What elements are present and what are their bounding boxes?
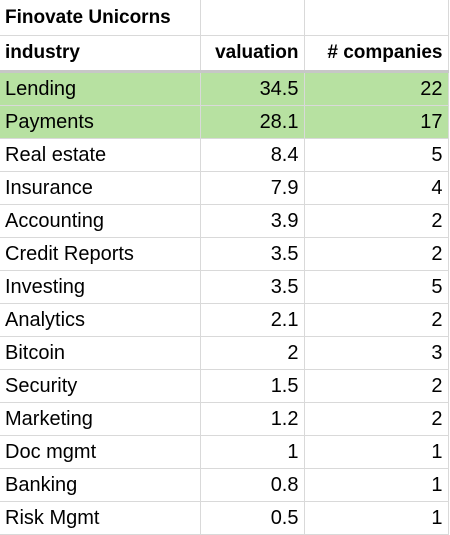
industry-cell[interactable]: Security: [0, 369, 201, 403]
companies-cell[interactable]: 1: [304, 435, 449, 469]
table-row: Risk Mgmt 0.5 1: [0, 501, 449, 535]
valuation-cell[interactable]: 3.5: [200, 237, 305, 271]
industry-cell[interactable]: Real estate: [0, 138, 201, 172]
industry-cell[interactable]: Payments: [0, 105, 201, 139]
title-row: Finovate Unicorns: [0, 0, 449, 36]
valuation-cell[interactable]: 0.8: [200, 468, 305, 502]
industry-cell[interactable]: Marketing: [0, 402, 201, 436]
companies-cell[interactable]: 2: [304, 237, 449, 271]
industry-cell[interactable]: Credit Reports: [0, 237, 201, 271]
valuation-cell[interactable]: 3.5: [200, 270, 305, 304]
companies-cell[interactable]: 2: [304, 369, 449, 403]
header-row: industry valuation # companies: [0, 35, 449, 73]
valuation-cell[interactable]: 3.9: [200, 204, 305, 238]
table-row: Analytics 2.1 2: [0, 303, 449, 337]
empty-cell[interactable]: [304, 0, 449, 36]
table-row: Investing 3.5 5: [0, 270, 449, 304]
header-valuation[interactable]: valuation: [200, 35, 305, 73]
companies-cell[interactable]: 2: [304, 204, 449, 238]
table-row: Credit Reports 3.5 2: [0, 237, 449, 271]
empty-cell[interactable]: [200, 0, 305, 36]
valuation-cell[interactable]: 2: [200, 336, 305, 370]
table-row: Real estate 8.4 5: [0, 138, 449, 172]
companies-cell[interactable]: 2: [304, 303, 449, 337]
industry-cell[interactable]: Insurance: [0, 171, 201, 205]
valuation-cell[interactable]: 34.5: [200, 71, 305, 106]
companies-cell[interactable]: 3: [304, 336, 449, 370]
valuation-cell[interactable]: 1.2: [200, 402, 305, 436]
table-row: Banking 0.8 1: [0, 468, 449, 502]
table-row: Payments 28.1 17: [0, 105, 449, 139]
valuation-cell[interactable]: 28.1: [200, 105, 305, 139]
industry-cell[interactable]: Investing: [0, 270, 201, 304]
table-row: Doc mgmt 1 1: [0, 435, 449, 469]
companies-cell[interactable]: 5: [304, 270, 449, 304]
table-row: Security 1.5 2: [0, 369, 449, 403]
header-industry[interactable]: industry: [0, 35, 201, 73]
valuation-cell[interactable]: 1: [200, 435, 305, 469]
companies-cell[interactable]: 17: [304, 105, 449, 139]
title-cell[interactable]: Finovate Unicorns: [0, 0, 201, 36]
companies-cell[interactable]: 1: [304, 501, 449, 535]
valuation-cell[interactable]: 8.4: [200, 138, 305, 172]
valuation-cell[interactable]: 7.9: [200, 171, 305, 205]
companies-cell[interactable]: 1: [304, 468, 449, 502]
industry-cell[interactable]: Banking: [0, 468, 201, 502]
industry-cell[interactable]: Doc mgmt: [0, 435, 201, 469]
header-companies[interactable]: # companies: [304, 35, 449, 73]
industry-cell[interactable]: Risk Mgmt: [0, 501, 201, 535]
industry-cell[interactable]: Analytics: [0, 303, 201, 337]
table-row: Insurance 7.9 4: [0, 171, 449, 205]
table-row: Bitcoin 2 3: [0, 336, 449, 370]
valuation-cell[interactable]: 1.5: [200, 369, 305, 403]
companies-cell[interactable]: 22: [304, 71, 449, 106]
table-row: Accounting 3.9 2: [0, 204, 449, 238]
table-row: Marketing 1.2 2: [0, 402, 449, 436]
valuation-cell[interactable]: 2.1: [200, 303, 305, 337]
table-row: Lending 34.5 22: [0, 71, 449, 106]
valuation-cell[interactable]: 0.5: [200, 501, 305, 535]
companies-cell[interactable]: 2: [304, 402, 449, 436]
industry-cell[interactable]: Bitcoin: [0, 336, 201, 370]
industry-cell[interactable]: Lending: [0, 71, 201, 106]
industry-cell[interactable]: Accounting: [0, 204, 201, 238]
companies-cell[interactable]: 4: [304, 171, 449, 205]
companies-cell[interactable]: 5: [304, 138, 449, 172]
